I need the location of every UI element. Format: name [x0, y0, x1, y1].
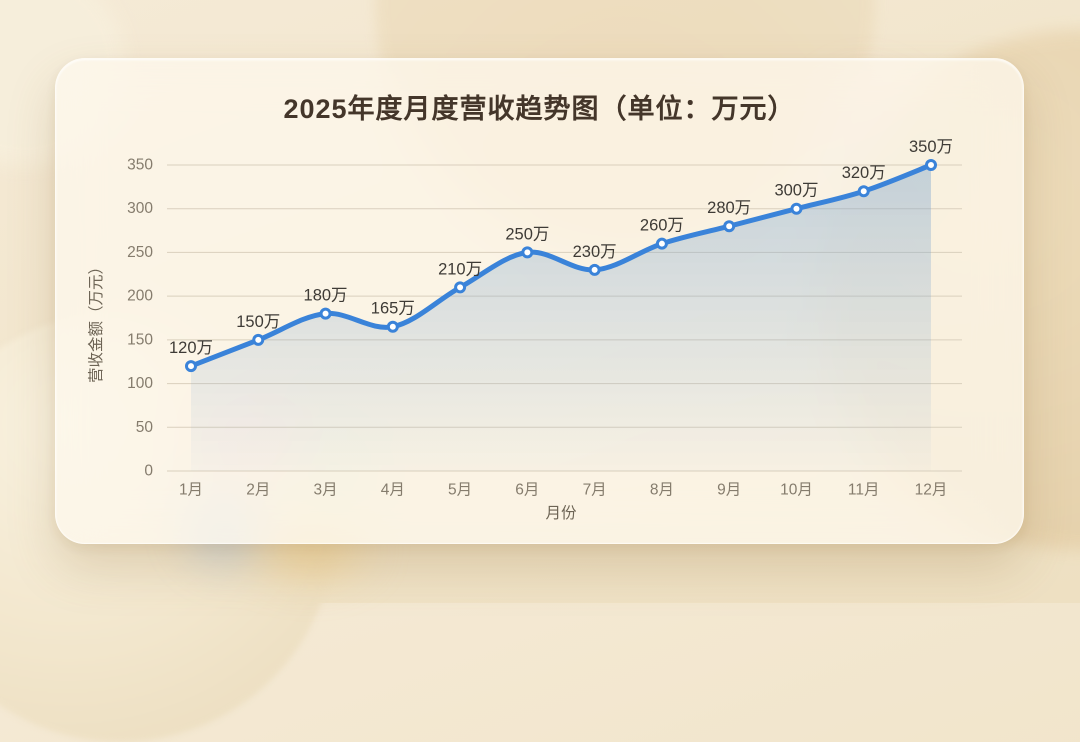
- data-point: [655, 237, 668, 250]
- data-point-label: 120万: [169, 339, 213, 357]
- data-point: [319, 307, 332, 320]
- data-point: [185, 360, 197, 373]
- data-point-label: 260万: [640, 217, 684, 235]
- glass-chart-card: 2025年度月度营收趋势图（单位：万元） 0 50 100 150 200 250 300 3…: [55, 58, 1024, 544]
- x-tick-label: 7月: [583, 482, 607, 499]
- revenue-line: [188, 162, 934, 369]
- y-tick-label: 0: [144, 463, 153, 480]
- data-point-label: 350万: [909, 138, 953, 156]
- x-tick-label: 4月: [381, 482, 405, 499]
- data-point-label: 165万: [371, 300, 415, 318]
- data-point-label: 300万: [774, 182, 818, 200]
- data-point: [790, 202, 803, 215]
- data-point-label: 320万: [842, 164, 886, 182]
- data-point-label: 210万: [438, 260, 482, 278]
- x-tick-label: 11月: [848, 482, 880, 499]
- data-point-label: 280万: [707, 199, 751, 217]
- data-point: [925, 159, 937, 171]
- y-tick-label: 100: [127, 375, 153, 392]
- x-tick-label: 3月: [313, 482, 337, 499]
- data-point-label: 150万: [236, 313, 280, 331]
- data-point: [521, 246, 534, 259]
- y-tick-label: 300: [127, 200, 153, 217]
- data-point: [454, 281, 467, 294]
- x-tick-label: 2月: [246, 482, 270, 499]
- y-tick-label: 50: [136, 419, 154, 436]
- data-point-label: 250万: [505, 225, 549, 243]
- data-point-label: 180万: [304, 287, 348, 305]
- y-tick-label: 350: [127, 157, 153, 174]
- data-point: [588, 263, 601, 276]
- y-axis-title: 营收金额（万元）: [87, 259, 105, 383]
- x-axis-title: 月份: [545, 504, 577, 522]
- y-tick-label: 150: [127, 331, 153, 348]
- x-tick-label: 12月: [915, 482, 948, 499]
- data-point: [386, 320, 399, 333]
- revenue-line-chart: 0 50 100 150 200 250 300 350 120万 150万 180万 165万 210…: [87, 138, 962, 522]
- data-point: [723, 220, 736, 233]
- x-tick-label: 9月: [717, 482, 741, 499]
- x-tick-label: 5月: [448, 482, 472, 499]
- x-tick-label: 10月: [780, 482, 813, 499]
- area-fill: [191, 165, 931, 471]
- chart-title: 2025年度月度营收趋势图（单位：万元）: [283, 94, 796, 124]
- data-point: [252, 333, 265, 346]
- x-tick-label: 1月: [179, 482, 203, 499]
- y-tick-label: 200: [127, 288, 153, 305]
- data-point-label: 230万: [573, 243, 617, 261]
- data-point: [857, 185, 870, 198]
- x-tick-label: 8月: [650, 482, 674, 499]
- x-tick-label: 6月: [515, 482, 539, 499]
- y-tick-label: 250: [127, 244, 153, 261]
